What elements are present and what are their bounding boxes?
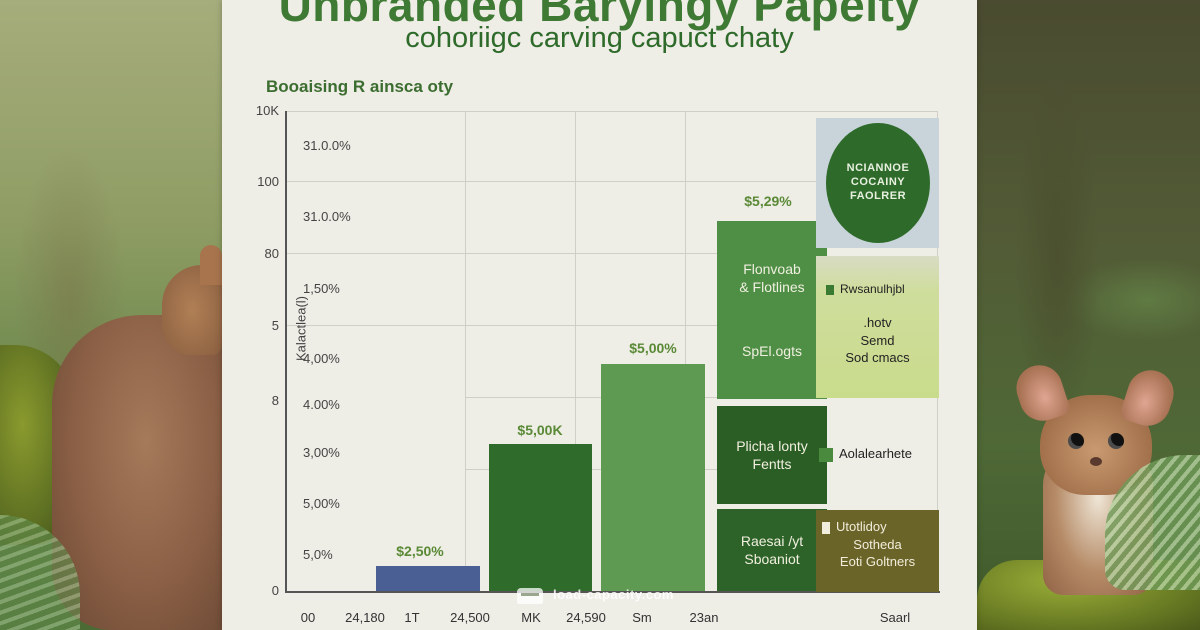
y-percent-label: 31.0.0% xyxy=(303,209,351,224)
y-axis xyxy=(285,111,287,591)
y-tick: 8 xyxy=(271,393,279,408)
y-percent-label: 31.0.0% xyxy=(303,138,351,153)
section-label: Booaising R ainsca oty xyxy=(266,77,454,96)
gridline-v xyxy=(685,111,686,591)
legend-swatch-icon xyxy=(826,284,834,295)
x-tick: Sm xyxy=(632,610,652,625)
animal-body xyxy=(52,315,222,630)
watermark: load-capacity.com xyxy=(517,587,674,604)
x-tick: 1T xyxy=(404,610,420,625)
legend-lime-body: .hotv Semd Sod cmacs xyxy=(845,315,910,366)
legend-badge-panel: NCIANNOE COCAINY FAOLRER xyxy=(816,118,939,248)
plot-area: 10K 100 80 5 8 0 Kalactlea(l) 31.0.0% 31… xyxy=(256,103,940,625)
segment-label: SpEl.ogts xyxy=(742,342,802,359)
stack-segment-top[interactable]: Flonvoab & Flotlines SpEl.ogts xyxy=(717,221,827,399)
animal-ear xyxy=(200,245,222,285)
bar-value-label: $5,29% xyxy=(744,193,792,209)
x-tick: 24,590 xyxy=(566,610,606,625)
stack-segment-bottom[interactable]: Raesai /yt Sboaniot xyxy=(717,509,827,591)
bar-2[interactable] xyxy=(489,444,592,591)
segment-label: Raesai /yt Sboaniot xyxy=(740,532,804,567)
x-tick: MK xyxy=(521,610,541,625)
y-percent-label: 1,50% xyxy=(303,281,340,296)
legend-swatch-icon xyxy=(819,447,833,462)
x-axis xyxy=(285,591,940,593)
bar-3[interactable] xyxy=(601,364,705,591)
legend-badge-circle: NCIANNOE COCAINY FAOLRER xyxy=(826,123,930,243)
gridline-h xyxy=(285,253,817,254)
chart-title: Unbranded Baryingy Papeity xyxy=(278,0,921,31)
y-tick: 0 xyxy=(271,583,279,598)
y-percent-label: 4,00% xyxy=(303,351,340,366)
x-tick: 24,180 xyxy=(345,610,385,625)
x-tick: 23an xyxy=(689,610,719,625)
stack-segment-middle[interactable]: Plicha lonty Fentts xyxy=(717,406,827,504)
truck-icon xyxy=(517,587,543,604)
y-percent-label: 3,00% xyxy=(303,445,340,460)
gridline-h xyxy=(285,111,937,112)
animal-photo-left xyxy=(52,245,222,630)
x-tick: Saarl xyxy=(879,610,911,625)
y-percent-label: 4.00% xyxy=(303,397,340,412)
legend-swatch-icon xyxy=(822,521,830,534)
critter-nose xyxy=(1090,457,1102,466)
segment-label: Plicha lonty Fentts xyxy=(736,437,808,472)
chart-card: Unbranded Baryingy Papeity cohoriigc car… xyxy=(222,0,977,630)
gridline-h xyxy=(285,181,817,182)
y-percent-label: 5,00% xyxy=(303,496,340,511)
bar-value-label: $5,00K xyxy=(517,422,563,438)
legend-olive-panel: Utotlidoy Sotheda Eoti Goltners xyxy=(816,510,939,592)
critter-eye-left xyxy=(1068,433,1084,449)
y-tick: 10K xyxy=(255,103,279,118)
gridline-v xyxy=(465,111,466,591)
y-tick: 5 xyxy=(271,318,279,333)
legend-item[interactable]: Aolalearhete xyxy=(819,446,912,462)
y-percent-label: 5,0% xyxy=(303,547,333,562)
bar-1[interactable] xyxy=(376,566,480,591)
bar-value-label: $5,00% xyxy=(629,340,677,356)
segment-label: Flonvoab & Flotlines xyxy=(739,260,805,296)
legend-lime-panel: Rwsanulhjbl .hotv Semd Sod cmacs xyxy=(816,256,939,398)
gridline-h xyxy=(285,325,817,326)
critter-eye-right xyxy=(1108,433,1124,449)
x-tick: 24,500 xyxy=(450,610,490,625)
gridline-v xyxy=(575,111,576,591)
animal-photo-right xyxy=(1010,359,1180,605)
legend-lime-head: Rwsanulhjbl xyxy=(826,282,905,296)
chart-subtitle: cohoriigc carving capuct chaty xyxy=(405,22,794,54)
y-tick: 80 xyxy=(264,246,279,261)
x-tick: 00 xyxy=(300,610,316,625)
bar-value-label: $2,50% xyxy=(396,543,444,559)
y-tick: 100 xyxy=(257,174,279,189)
